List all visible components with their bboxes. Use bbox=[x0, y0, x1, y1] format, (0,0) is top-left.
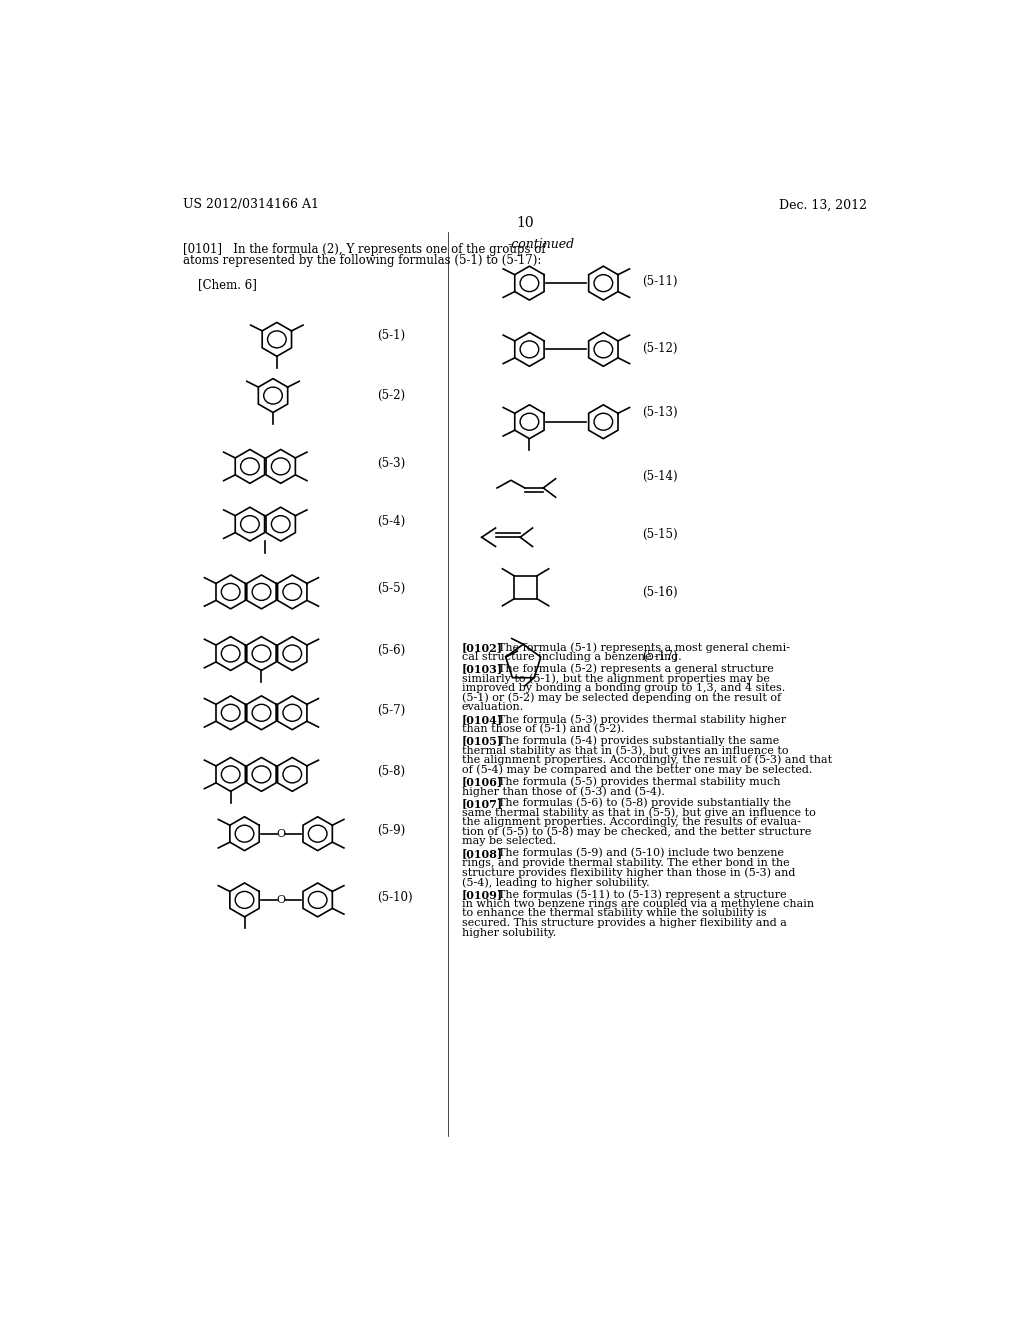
Text: same thermal stability as that in (5-5), but give an influence to: same thermal stability as that in (5-5),… bbox=[462, 808, 815, 818]
Text: The formulas (5-9) and (5-10) include two benzene: The formulas (5-9) and (5-10) include tw… bbox=[484, 849, 784, 858]
Text: higher than those of (5-3) and (5-4).: higher than those of (5-3) and (5-4). bbox=[462, 785, 665, 796]
Text: US 2012/0314166 A1: US 2012/0314166 A1 bbox=[183, 198, 318, 211]
Text: (5-4): (5-4) bbox=[377, 515, 406, 528]
Text: [0101]   In the formula (2), Y represents one of the groups of: [0101] In the formula (2), Y represents … bbox=[183, 243, 546, 256]
Text: (5-6): (5-6) bbox=[377, 644, 406, 656]
Text: [0107]: [0107] bbox=[462, 797, 503, 809]
Text: (5-9): (5-9) bbox=[377, 825, 406, 837]
Text: (5-17): (5-17) bbox=[643, 649, 678, 663]
Text: 10: 10 bbox=[516, 216, 534, 230]
Text: cal structure including a benzene ring.: cal structure including a benzene ring. bbox=[462, 652, 681, 661]
Text: atoms represented by the following formulas (5-1) to (5-17):: atoms represented by the following formu… bbox=[183, 253, 542, 267]
Text: (5-8): (5-8) bbox=[377, 766, 406, 779]
Text: the alignment properties. Accordingly, the result of (5-3) and that: the alignment properties. Accordingly, t… bbox=[462, 755, 831, 766]
Text: [0104]: [0104] bbox=[462, 714, 503, 725]
Text: (5-5): (5-5) bbox=[377, 582, 406, 595]
Text: -continued: -continued bbox=[508, 238, 575, 251]
Text: (5-11): (5-11) bbox=[643, 276, 678, 289]
Text: (5-1): (5-1) bbox=[377, 330, 406, 342]
Text: the alignment properties. Accordingly, the results of evalua-: the alignment properties. Accordingly, t… bbox=[462, 817, 801, 828]
Text: (5-3): (5-3) bbox=[377, 457, 406, 470]
Text: The formula (5-1) represents a most general chemi-: The formula (5-1) represents a most gene… bbox=[484, 642, 791, 652]
Text: (5-1) or (5-2) may be selected depending on the result of: (5-1) or (5-2) may be selected depending… bbox=[462, 693, 780, 704]
Text: secured. This structure provides a higher flexibility and a: secured. This structure provides a highe… bbox=[462, 917, 786, 928]
Text: [Chem. 6]: [Chem. 6] bbox=[199, 277, 257, 290]
Text: structure provides flexibility higher than those in (5-3) and: structure provides flexibility higher th… bbox=[462, 867, 795, 878]
Text: (5-15): (5-15) bbox=[643, 528, 678, 541]
Text: similarly to (5-1), but the alignment properties may be: similarly to (5-1), but the alignment pr… bbox=[462, 673, 769, 684]
Text: O: O bbox=[276, 829, 286, 838]
Text: O: O bbox=[276, 895, 286, 906]
Text: (5-16): (5-16) bbox=[643, 586, 678, 599]
Text: [0102]: [0102] bbox=[462, 642, 503, 653]
Text: [0108]: [0108] bbox=[462, 849, 503, 859]
Text: [0103]: [0103] bbox=[462, 664, 503, 675]
Text: The formulas (5-11) to (5-13) represent a structure: The formulas (5-11) to (5-13) represent … bbox=[484, 890, 786, 900]
Text: (5-4), leading to higher solubility.: (5-4), leading to higher solubility. bbox=[462, 878, 649, 888]
Text: in which two benzene rings are coupled via a methylene chain: in which two benzene rings are coupled v… bbox=[462, 899, 814, 908]
Text: rings, and provide thermal stability. The ether bond in the: rings, and provide thermal stability. Th… bbox=[462, 858, 790, 869]
Text: (5-12): (5-12) bbox=[643, 342, 678, 355]
Text: (5-7): (5-7) bbox=[377, 704, 406, 717]
Text: may be selected.: may be selected. bbox=[462, 837, 556, 846]
Text: of (5-4) may be compared and the better one may be selected.: of (5-4) may be compared and the better … bbox=[462, 764, 812, 775]
Text: [0109]: [0109] bbox=[462, 890, 503, 900]
Text: thermal stability as that in (5-3), but gives an influence to: thermal stability as that in (5-3), but … bbox=[462, 744, 788, 756]
Text: The formula (5-5) provides thermal stability much: The formula (5-5) provides thermal stabi… bbox=[484, 776, 780, 787]
Text: [0106]: [0106] bbox=[462, 776, 503, 787]
Text: Dec. 13, 2012: Dec. 13, 2012 bbox=[778, 198, 866, 211]
Text: (5-2): (5-2) bbox=[377, 389, 406, 403]
Text: tion of (5-5) to (5-8) may be checked, and the better structure: tion of (5-5) to (5-8) may be checked, a… bbox=[462, 826, 811, 837]
Text: (5-10): (5-10) bbox=[377, 891, 413, 904]
Text: [0105]: [0105] bbox=[462, 735, 503, 747]
Text: improved by bonding a bonding group to 1,3, and 4 sites.: improved by bonding a bonding group to 1… bbox=[462, 682, 785, 693]
Text: The formula (5-2) represents a general structure: The formula (5-2) represents a general s… bbox=[484, 664, 774, 675]
Text: higher solubility.: higher solubility. bbox=[462, 928, 556, 937]
Text: (5-14): (5-14) bbox=[643, 470, 678, 483]
Text: The formula (5-3) provides thermal stability higher: The formula (5-3) provides thermal stabi… bbox=[484, 714, 786, 725]
Text: evaluation.: evaluation. bbox=[462, 702, 524, 711]
Text: than those of (5-1) and (5-2).: than those of (5-1) and (5-2). bbox=[462, 723, 624, 734]
Text: (5-13): (5-13) bbox=[643, 407, 678, 420]
Text: The formula (5-4) provides substantially the same: The formula (5-4) provides substantially… bbox=[484, 735, 779, 746]
Text: to enhance the thermal stability while the solubility is: to enhance the thermal stability while t… bbox=[462, 908, 766, 919]
Text: The formulas (5-6) to (5-8) provide substantially the: The formulas (5-6) to (5-8) provide subs… bbox=[484, 797, 792, 808]
